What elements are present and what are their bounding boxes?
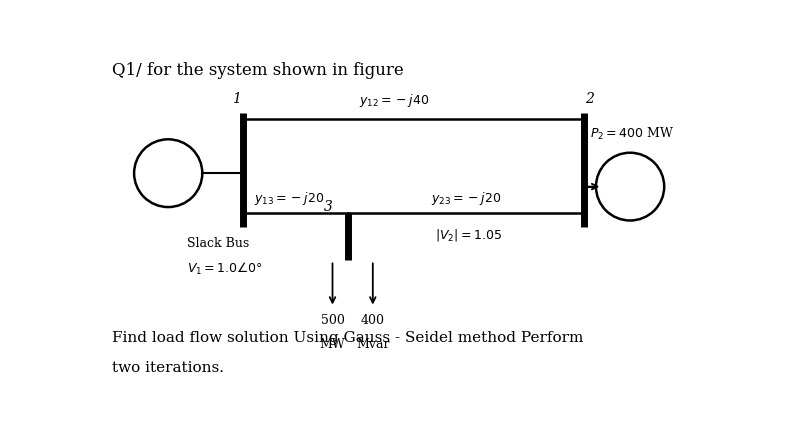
Text: $V_1 = 1.0\angle 0°$: $V_1 = 1.0\angle 0°$ xyxy=(187,260,262,276)
Text: Mvar: Mvar xyxy=(356,337,390,351)
Text: Q1/ for the system shown in figure: Q1/ for the system shown in figure xyxy=(112,62,404,79)
Text: two iterations.: two iterations. xyxy=(112,361,224,375)
Text: $y_{12} = -j40$: $y_{12} = -j40$ xyxy=(359,92,430,109)
Text: 3: 3 xyxy=(324,200,333,214)
Text: $| V_2 |= 1.05$: $| V_2 |= 1.05$ xyxy=(435,227,502,243)
Text: 2: 2 xyxy=(586,92,594,106)
Text: Slack Bus: Slack Bus xyxy=(187,237,249,250)
Text: 500: 500 xyxy=(321,314,345,327)
Text: 400: 400 xyxy=(361,314,385,327)
Text: $P_2 = 400$ MW: $P_2 = 400$ MW xyxy=(590,126,674,142)
Text: 1: 1 xyxy=(232,92,241,106)
Text: MW: MW xyxy=(320,337,346,351)
Text: $y_{23} = -j20$: $y_{23} = -j20$ xyxy=(430,190,501,207)
Text: Find load flow solution Using Gauss - Seidel method Perform: Find load flow solution Using Gauss - Se… xyxy=(112,331,584,345)
Text: $y_{13} = -j20$: $y_{13} = -j20$ xyxy=(254,190,324,207)
